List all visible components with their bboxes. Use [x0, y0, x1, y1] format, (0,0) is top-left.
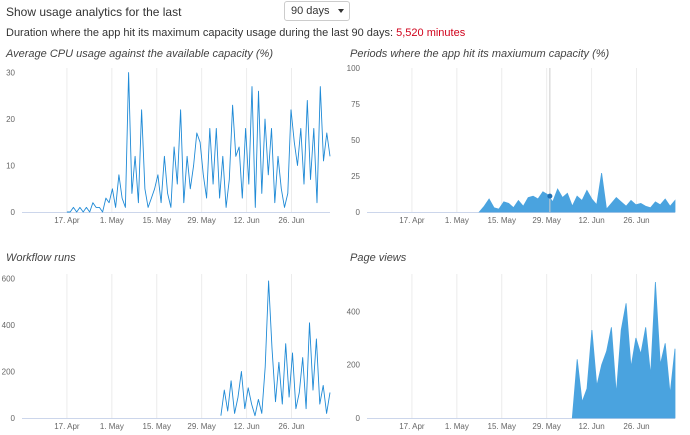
period-label: Show usage analytics for the last — [6, 5, 182, 19]
y-tick-label: 20 — [6, 115, 15, 124]
x-tick-label: 1. May — [445, 422, 469, 431]
max-capacity-chart: 17. Apr 1. May 15. May 29. May 12. Jun 26. Ju… — [347, 64, 676, 225]
y-tick-label: 200 — [2, 368, 16, 377]
x-tick-label: 26. Jun — [623, 422, 649, 431]
hover-point — [547, 193, 553, 199]
x-tick-label: 15. May — [488, 422, 516, 431]
x-tick-label: 1. May — [100, 216, 124, 225]
y-tick-label: 25 — [351, 172, 360, 181]
duration-label: Duration where the app hit its maximum c… — [6, 27, 394, 39]
x-tick-label: 29. May — [532, 422, 560, 431]
period-select[interactable]: 90 days — [284, 1, 350, 21]
x-tick-label: 17. Apr — [399, 422, 425, 431]
y-tick-label: 100 — [347, 64, 361, 73]
y-tick-label: 10 — [6, 162, 15, 171]
x-tick-label: 15. May — [488, 216, 516, 225]
period-select-value: 90 days — [291, 5, 330, 17]
x-tick-label: 12. Jun — [233, 216, 259, 225]
y-tick-label: 0 — [11, 414, 16, 423]
x-tick-label: 26. Jun — [278, 216, 304, 225]
y-tick-label: 0 — [11, 208, 16, 217]
x-tick-label: 12. Jun — [578, 216, 604, 225]
y-tick-label: 200 — [347, 361, 361, 370]
duration-value: 5,520 minutes — [396, 27, 466, 39]
x-tick-label: 12. Jun — [233, 422, 259, 431]
chart-title-pageviews: Page views — [350, 252, 407, 264]
x-tick-label: 29. May — [187, 216, 215, 225]
workflow-runs-chart: 17. Apr 1. May 15. May 29. May 12. Jun 26. Ju… — [2, 274, 331, 431]
cpu-usage-chart: 17. Apr 1. May 15. May 29. May 12. Jun 26. Ju… — [6, 68, 331, 225]
x-tick-label: 26. Jun — [623, 216, 649, 225]
y-tick-label: 30 — [6, 69, 15, 78]
series-line — [66, 72, 331, 213]
y-tick-label: 50 — [351, 136, 360, 145]
y-tick-label: 600 — [2, 275, 16, 284]
x-tick-label: 15. May — [143, 422, 171, 431]
x-tick-label: 1. May — [445, 216, 469, 225]
x-tick-label: 29. May — [187, 422, 215, 431]
x-tick-label: 29. May — [532, 216, 560, 225]
chart-title-cpu: Average CPU usage against the available … — [6, 48, 274, 60]
x-tick-label: 12. Jun — [578, 422, 604, 431]
x-tick-label: 17. Apr — [54, 216, 80, 225]
chart-title-workflow: Workflow runs — [6, 252, 76, 264]
duration-text: Duration where the app hit its maximum c… — [6, 27, 465, 39]
y-tick-label: 400 — [2, 321, 16, 330]
x-tick-label: 15. May — [143, 216, 171, 225]
x-tick-label: 17. Apr — [399, 216, 425, 225]
y-tick-label: 400 — [347, 307, 361, 316]
x-tick-label: 1. May — [100, 422, 124, 431]
page-views-chart: 17. Apr 1. May 15. May 29. May 12. Jun 26. Ju… — [347, 274, 676, 431]
series-line — [220, 280, 331, 417]
series-area — [478, 173, 676, 213]
x-tick-label: 17. Apr — [54, 422, 80, 431]
series-area — [571, 281, 676, 419]
x-tick-label: 26. Jun — [278, 422, 304, 431]
y-tick-label: 0 — [356, 414, 361, 423]
chevron-down-icon — [338, 9, 344, 13]
y-tick-label: 75 — [351, 100, 360, 109]
chart-title-capacity: Periods where the app hit its maxiumum c… — [350, 48, 610, 60]
y-tick-label: 0 — [356, 208, 361, 217]
